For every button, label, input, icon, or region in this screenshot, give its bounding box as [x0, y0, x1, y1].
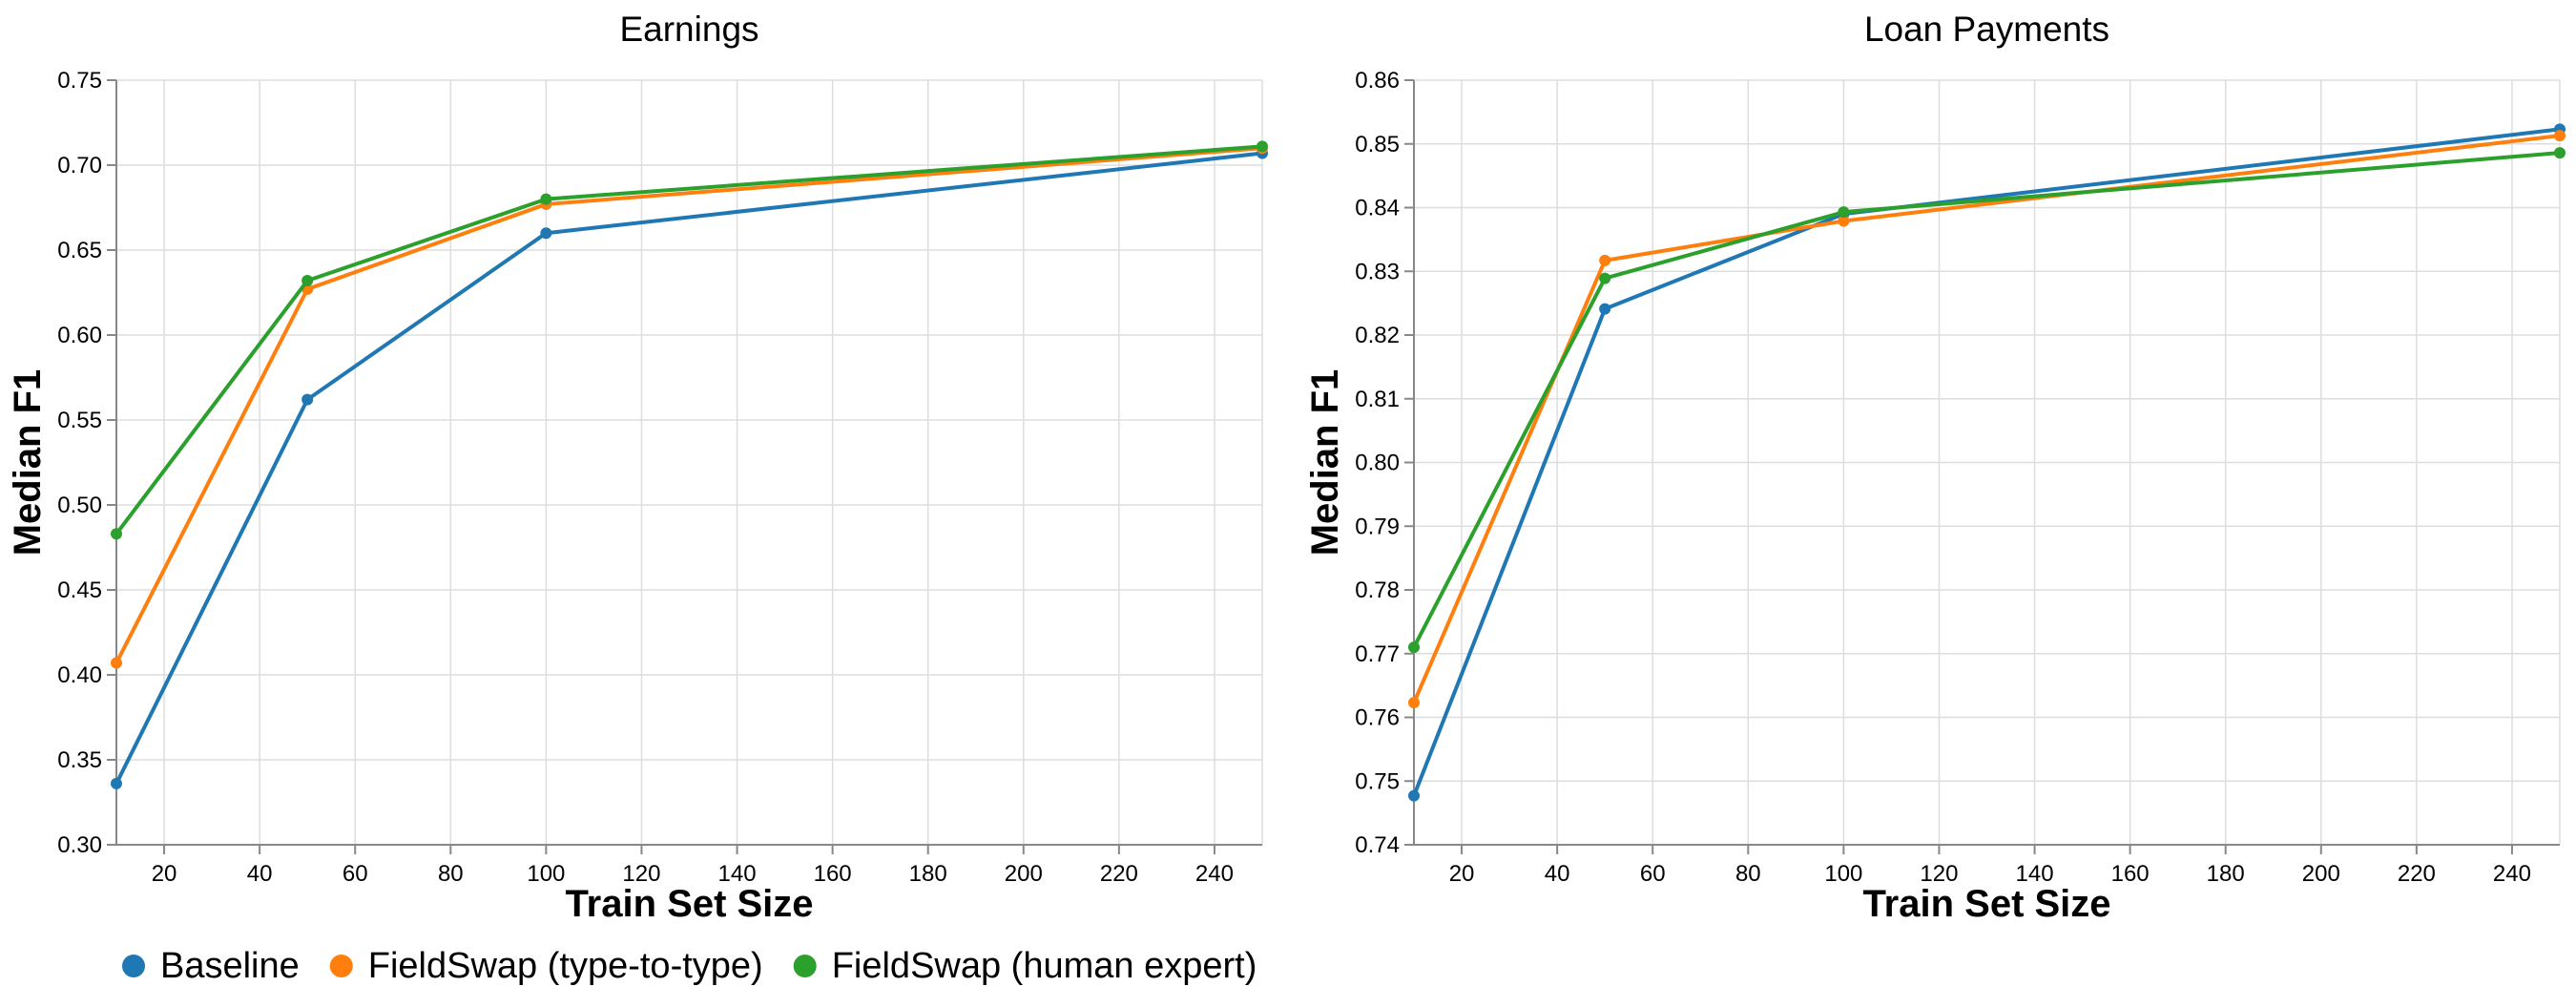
chart-2-xtick-label-40: 40 [1545, 861, 1570, 887]
legend-fieldswap-human-expert: FieldSwap (human expert) [793, 946, 1257, 986]
chart-2-series-baseline-point-10 [1408, 789, 1420, 802]
chart-1-xtick-label-20: 20 [152, 861, 177, 887]
legend-baseline-label: Baseline [160, 946, 300, 986]
chart-1-title: Earnings [619, 10, 758, 49]
chart-2-xtick-label-120: 120 [1920, 861, 1958, 887]
chart-2-series-fieldswap-human-expert-line [1412, 151, 2561, 648]
chart-2-series-baseline-line [1412, 127, 2561, 797]
chart-2-series-fieldswap-human-expert-point-100 [1838, 206, 1850, 219]
chart-1-series-baseline-point-50 [301, 393, 314, 406]
chart-2-ytick-label-0-83: 0.83 [1355, 259, 1400, 284]
chart-1-xtick-label-40: 40 [247, 861, 273, 887]
chart-2-series-fieldswap-human-expert-point-10 [1408, 641, 1420, 654]
chart-1-ytick-label-0-70: 0.70 [57, 153, 102, 178]
chart-1-series-fieldswap-type-to-type-point-10 [111, 657, 122, 669]
chart-1: 20 40 60 80 100 120 140 160 180 200 220 240 0.30 0.35… [7, 10, 1268, 925]
chart-1-series-fieldswap-human-expert-point-100 [540, 193, 552, 205]
chart-2-ytick-label-0-76: 0.76 [1355, 705, 1400, 731]
chart-1-ytick-label-0-35: 0.35 [57, 747, 102, 773]
chart-1-series-fieldswap-type-to-type-line [114, 146, 1263, 664]
chart-2-xtick-label-160: 160 [2111, 861, 2150, 887]
chart-1-ytick-label-0-50: 0.50 [57, 493, 102, 518]
chart-2-series-fieldswap-type-to-type-point-250 [2554, 130, 2566, 142]
legend-fieldswap-human-expert-swatch [793, 955, 817, 977]
chart-1-series-baseline-point-100 [540, 227, 552, 240]
chart-1-ytick-label-0-75: 0.75 [57, 68, 102, 94]
chart-2-xtick-label-200: 200 [2302, 861, 2340, 887]
chart-2-ytick-label-0-78: 0.78 [1355, 578, 1400, 603]
chart-2-ytick-label-0-85: 0.85 [1355, 132, 1400, 158]
legend-fieldswap-type-to-type: FieldSwap (type-to-type) [329, 946, 763, 986]
chart-1-xlabel: Train Set Size [565, 883, 813, 925]
chart-2-series-fieldswap-type-to-type-point-50 [1599, 254, 1611, 266]
chart-1-series-fieldswap-human-expert-point-250 [1257, 140, 1268, 153]
chart-1-series-fieldswap-human-expert-line [114, 144, 1263, 536]
chart-1-ytick-label-0-60: 0.60 [57, 323, 102, 348]
chart-2-xtick-label-240: 240 [2493, 861, 2531, 887]
chart-2-series-fieldswap-human-expert-point-250 [2554, 147, 2566, 159]
chart-2-ytick-label-0-82: 0.82 [1355, 323, 1400, 348]
chart-1-series-fieldswap-human-expert-point-50 [301, 275, 314, 287]
chart-2-ytick-label-0-74: 0.74 [1355, 832, 1400, 858]
chart-1-xtick-label-160: 160 [814, 861, 852, 887]
chart-2-xtick-label-80: 80 [1735, 861, 1761, 887]
chart-2-series-fieldswap-type-to-type-line [1412, 134, 2561, 704]
legend-fieldswap-type-to-type-label: FieldSwap (type-to-type) [368, 946, 763, 986]
chart-2-ylabel: Median F1 [1304, 369, 1346, 556]
legend-fieldswap-human-expert-label: FieldSwap (human expert) [832, 946, 1257, 986]
chart-2-xtick-label-220: 220 [2398, 861, 2436, 887]
chart-2-ytick-label-0-79: 0.79 [1355, 514, 1400, 539]
chart-2-series-baseline-point-50 [1599, 303, 1611, 315]
chart-1-series-fieldswap-human-expert-point-10 [111, 528, 122, 540]
chart-2-series-fieldswap-type-to-type-point-100 [1838, 215, 1850, 227]
chart-1-xtick-label-120: 120 [622, 861, 660, 887]
chart-2-ytick-label-0-77: 0.77 [1355, 641, 1400, 667]
chart-1-series-baseline-point-10 [111, 777, 122, 789]
legend-baseline-swatch [122, 955, 145, 977]
chart-2-ytick-label-0-81: 0.81 [1355, 387, 1400, 412]
chart-1-ytick-label-0-40: 0.40 [57, 662, 102, 688]
chart-1-xtick-label-240: 240 [1195, 861, 1234, 887]
chart-1-ytick-label-0-65: 0.65 [57, 238, 102, 263]
legend-baseline: Baseline [122, 946, 300, 986]
chart-2-xtick-label-180: 180 [2207, 861, 2245, 887]
chart-2-ytick-label-0-86: 0.86 [1355, 68, 1400, 94]
chart-2-xtick-label-20: 20 [1449, 861, 1475, 887]
chart-1-xtick-label-80: 80 [438, 861, 464, 887]
chart-2-ytick-label-0-75: 0.75 [1355, 768, 1400, 794]
chart-2-xtick-label-140: 140 [2016, 861, 2054, 887]
chart-1-xtick-label-140: 140 [718, 861, 757, 887]
chart-2-title: Loan Payments [1864, 10, 2109, 49]
chart-1-xtick-label-180: 180 [909, 861, 947, 887]
chart-2-xlabel: Train Set Size [1862, 883, 2110, 925]
chart-1-xtick-label-200: 200 [1005, 861, 1043, 887]
chart-2-xtick-label-60: 60 [1640, 861, 1666, 887]
chart-2: 20 40 60 80 100 120 140 160 180 200 220 240 0.74 0.75… [1304, 10, 2566, 925]
chart-1-ytick-label-0-45: 0.45 [57, 578, 102, 603]
chart-1-ytick-label-0-30: 0.30 [57, 832, 102, 858]
chart-2-xtick-label-100: 100 [1824, 861, 1862, 887]
chart-2-series-fieldswap-type-to-type-point-10 [1408, 697, 1420, 709]
chart-1-ytick-label-0-55: 0.55 [57, 408, 102, 433]
chart-1-xtick-label-60: 60 [343, 861, 368, 887]
chart-2-ytick-label-0-80: 0.80 [1355, 451, 1400, 476]
chart-2-ytick-label-0-84: 0.84 [1355, 196, 1400, 221]
chart-1-xtick-label-220: 220 [1100, 861, 1138, 887]
chart-1-ylabel: Median F1 [7, 369, 49, 556]
chart-1-series-baseline-line [114, 151, 1263, 785]
chart-2-series-fieldswap-human-expert-point-50 [1599, 272, 1611, 284]
legend-fieldswap-type-to-type-swatch [329, 955, 353, 977]
chart-1-xtick-label-100: 100 [527, 861, 565, 887]
